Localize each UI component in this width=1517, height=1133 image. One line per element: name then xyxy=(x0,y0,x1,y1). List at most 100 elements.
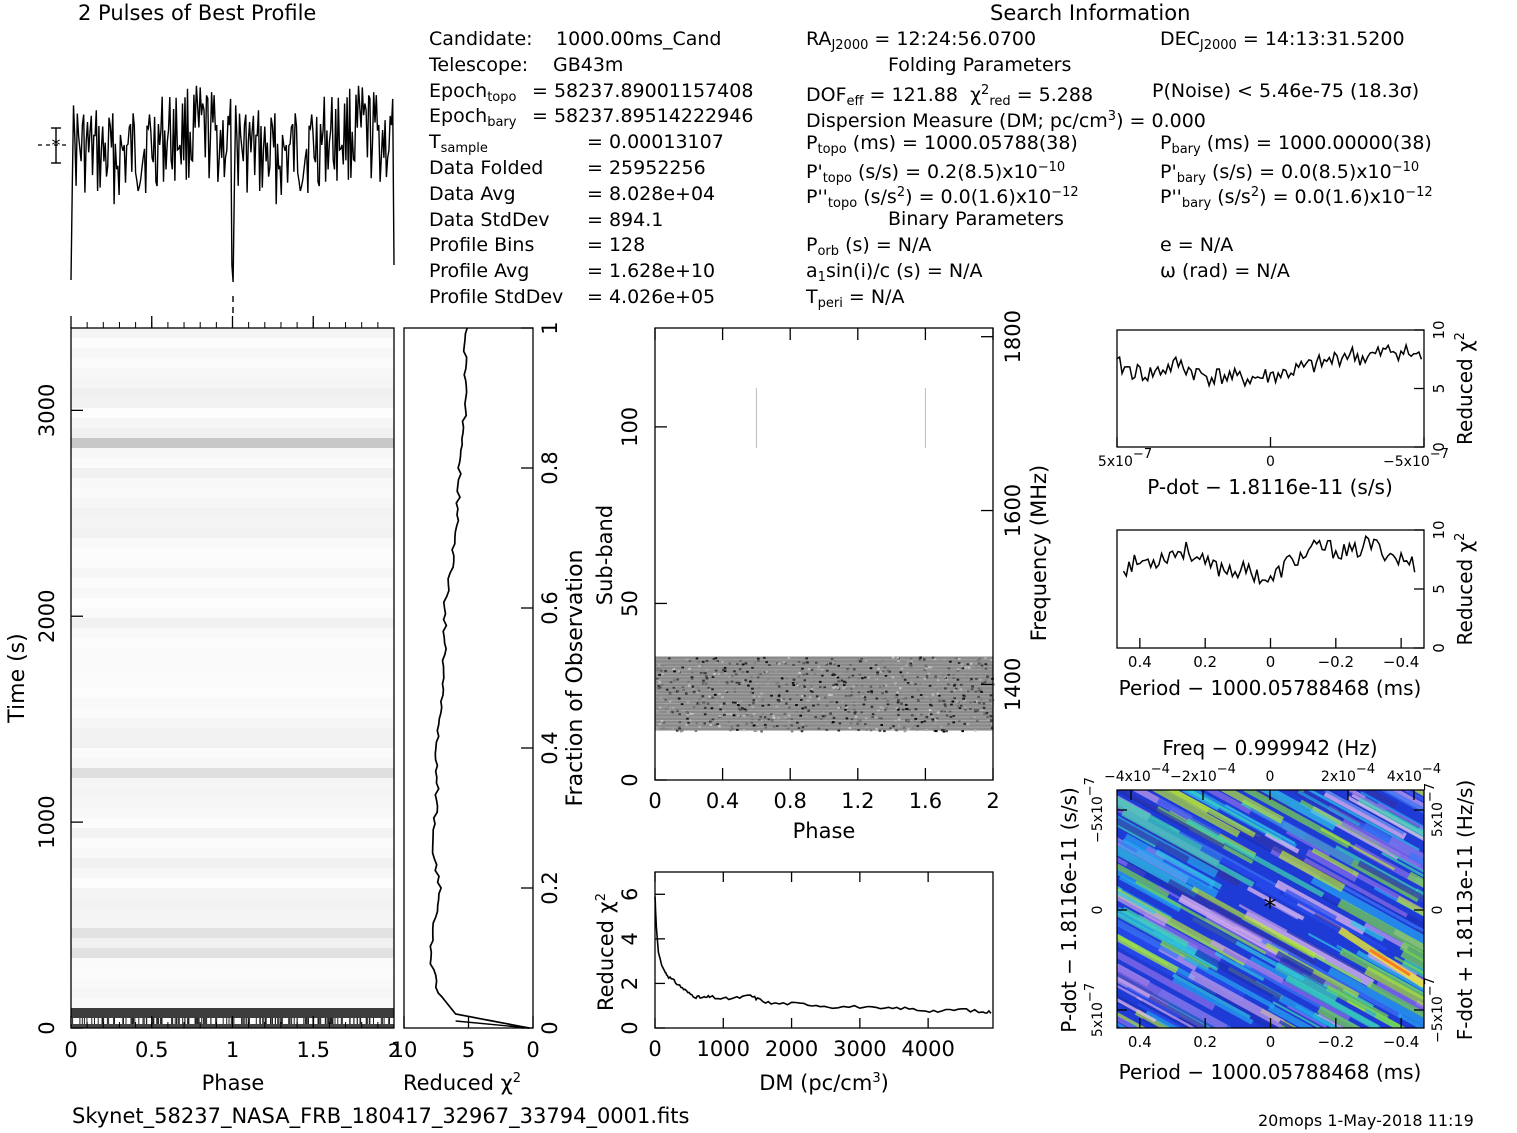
band-pixel xyxy=(656,668,659,671)
band-pixel xyxy=(796,715,800,717)
band-pixel xyxy=(973,700,976,703)
streak xyxy=(1137,1002,1186,1028)
band-pixel xyxy=(763,656,766,659)
band-pixel xyxy=(729,713,732,716)
band-pixel xyxy=(956,705,960,708)
band-pixel xyxy=(697,689,701,692)
y-tick-label: 3000 xyxy=(35,384,59,437)
band-pixel xyxy=(688,684,691,687)
band-pixel xyxy=(925,677,928,680)
band-pixel xyxy=(923,658,926,661)
time-row xyxy=(71,998,394,1009)
band-pixel xyxy=(874,678,877,681)
streak xyxy=(1357,860,1424,903)
x-tick-label: 2 xyxy=(388,1040,400,1062)
band-pixel xyxy=(988,699,992,702)
band-pixel xyxy=(903,660,907,663)
band-pixel xyxy=(795,694,799,697)
band-pixel xyxy=(819,710,823,713)
band-pixel xyxy=(842,687,845,690)
streak xyxy=(1278,850,1346,893)
band-pixel xyxy=(745,722,748,725)
band-pixel xyxy=(939,671,943,674)
band-pixel xyxy=(737,681,741,684)
band-pixel xyxy=(886,703,890,706)
band-pixel xyxy=(698,698,701,701)
band-pixel xyxy=(659,697,662,700)
band-pixel xyxy=(790,730,794,733)
band-pixel xyxy=(861,692,865,695)
time-row xyxy=(71,728,394,739)
band-pixel xyxy=(956,678,960,681)
band-pixel xyxy=(685,692,688,695)
band-pixel xyxy=(894,681,897,684)
band-pixel xyxy=(865,729,868,731)
time-phase-plot: 0 0.5 1 1.5 2 Phase 0 1000 2000 3000 Time (s) xyxy=(5,316,400,1095)
band-pixel xyxy=(803,685,806,688)
band-pixel xyxy=(901,675,904,678)
streak xyxy=(1321,790,1405,835)
band-pixel xyxy=(883,666,887,669)
time-row xyxy=(71,558,394,569)
x-tick-label: 0.4 xyxy=(706,789,739,813)
band-pixel xyxy=(801,723,804,726)
band-pixel xyxy=(904,703,908,706)
band-pixel xyxy=(945,714,949,717)
band-pixel xyxy=(747,684,750,687)
band-pixel xyxy=(832,684,835,687)
streak xyxy=(1303,857,1408,918)
band-pixel xyxy=(953,684,956,687)
band-pixel xyxy=(741,663,745,666)
band-pixel xyxy=(864,717,868,720)
streak xyxy=(1396,895,1424,917)
streak xyxy=(1164,790,1210,814)
band-pixel xyxy=(846,668,849,670)
band-pixel xyxy=(686,671,690,674)
y-axis-label: Sub-band xyxy=(593,505,617,605)
profile-line xyxy=(70,85,395,283)
band-pixel xyxy=(911,714,914,717)
band-pixel xyxy=(798,671,801,674)
streak xyxy=(1481,1049,1517,1074)
band-pixel xyxy=(751,718,754,721)
band-pixel xyxy=(920,721,924,724)
band-pixel xyxy=(975,719,979,722)
band-pixel xyxy=(716,660,719,663)
x-tick-label: 0 xyxy=(526,1038,539,1062)
band-pixel xyxy=(979,662,983,665)
time-row xyxy=(71,878,394,889)
y-tick-label: 0 xyxy=(1090,906,1106,915)
band-pixel xyxy=(717,673,721,676)
band-pixel xyxy=(923,668,927,671)
band-pixel xyxy=(894,684,897,686)
band-pixel xyxy=(658,681,662,684)
band-pixel xyxy=(753,671,756,674)
band-pixel xyxy=(671,707,675,709)
band-pixel xyxy=(791,682,795,685)
streak xyxy=(1121,810,1255,888)
band-pixel xyxy=(830,700,834,703)
time-row xyxy=(71,788,394,799)
band-pixel xyxy=(688,667,691,670)
time-row xyxy=(71,648,394,659)
band-pixel xyxy=(678,727,681,730)
pdbary-label: P'bary (s/s) = 0.0(8.5)x10−10 xyxy=(1160,160,1420,186)
band-pixel xyxy=(952,721,955,724)
search-info-title: Search Information xyxy=(990,1,1191,25)
band-pixel xyxy=(710,707,714,710)
band-pixel xyxy=(845,670,849,673)
band-pixel xyxy=(979,689,983,692)
band-pixel xyxy=(806,699,810,702)
band-pixel xyxy=(672,668,676,671)
top-tick-label: −4x10−4 xyxy=(1104,762,1170,785)
band-pixel xyxy=(886,669,890,672)
streak xyxy=(1295,1004,1339,1028)
band-pixel xyxy=(925,728,928,731)
band-pixel xyxy=(802,673,806,676)
streak xyxy=(1305,848,1359,883)
info-value: = 128 xyxy=(587,234,646,257)
y-tick-label: 0 xyxy=(1430,643,1448,653)
band-pixel xyxy=(875,692,879,695)
small-chi2-frame xyxy=(1116,529,1425,649)
time-chi2-tail xyxy=(455,1020,530,1029)
